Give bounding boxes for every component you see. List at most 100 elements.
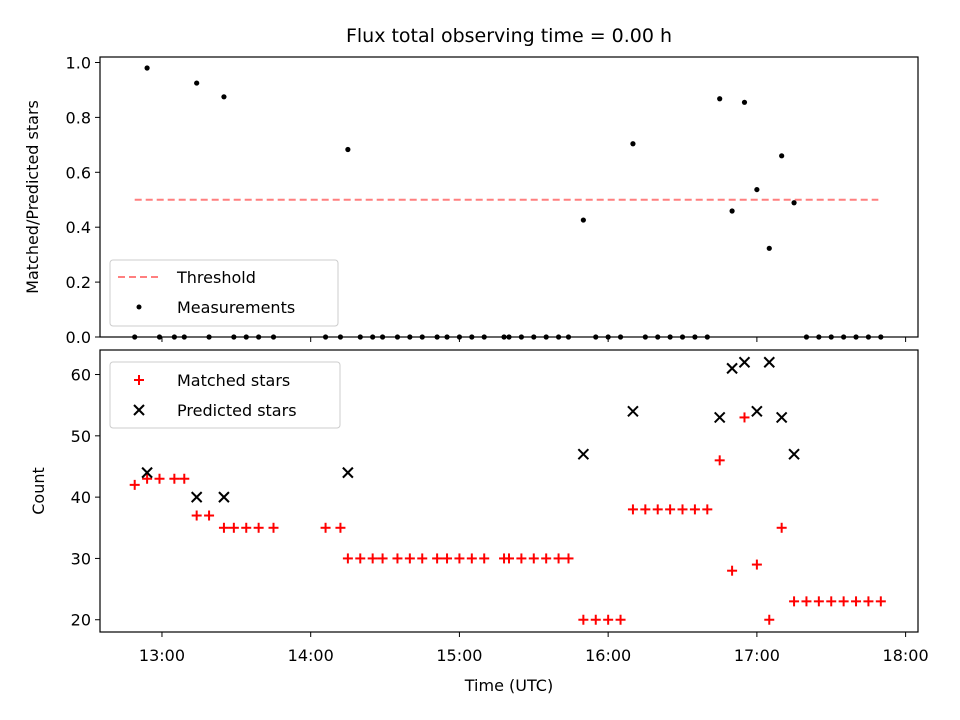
matched-point-28	[516, 553, 527, 564]
count-x-tick-label-1: 14:00	[288, 646, 334, 665]
predicted-point-3	[342, 466, 354, 479]
matched-point-0	[129, 479, 140, 490]
count-ticks: 13:00 14:00 15:00 16:00 17:00 18:00 20 30 40 50 60	[71, 366, 929, 665]
measurement-point-14	[345, 146, 351, 153]
ratio-ticks: 0.0 0.2 0.4 0.6 0.8 1.0	[66, 53, 907, 347]
matched-point-17	[377, 553, 388, 564]
matched-point-42	[689, 504, 700, 515]
legend-matched-swatch	[134, 375, 144, 385]
matched-point-40	[665, 504, 676, 515]
legend-threshold-label: Threshold	[176, 268, 256, 287]
measurement-point-46	[741, 99, 748, 105]
count-x-tick-label-4: 17:00	[734, 646, 780, 665]
matched-point-45	[727, 565, 738, 576]
measurement-point-45	[729, 208, 735, 214]
legend-predicted-swatch	[133, 404, 145, 416]
matched-point-27	[504, 553, 514, 564]
matched-point-56	[863, 596, 874, 607]
count-y-tick-label-4: 60	[71, 366, 91, 385]
matched-point-29	[528, 553, 539, 564]
count-x-tick-label-0: 13:00	[139, 646, 185, 665]
count-legend: Matched stars Predicted stars	[109, 361, 341, 429]
ratio-panel: 0.0 0.2 0.4 0.6 0.8 1.0 Matched/Predicted sta…	[23, 53, 919, 347]
measurement-point-7	[221, 94, 227, 100]
matched-point-6	[204, 510, 215, 521]
matched-point-47	[751, 559, 762, 570]
matched-point-5	[191, 510, 202, 521]
legend-plus-mark	[134, 375, 144, 385]
count-legend-box	[109, 361, 341, 429]
matched-point-52	[813, 596, 824, 607]
matched-point-8	[228, 522, 239, 533]
legend-measurements-swatch	[136, 304, 142, 310]
ratio-y-tick-label-4: 0.8	[66, 108, 91, 127]
matched-point-12	[320, 522, 331, 533]
predicted-point-6	[713, 411, 726, 424]
matched-point-57	[875, 596, 886, 607]
ratio-y-axis-label: Matched/Predicted stars	[23, 100, 42, 294]
matched-point-50	[789, 596, 800, 607]
matched-point-16	[367, 553, 378, 564]
matched-point-36	[615, 614, 626, 625]
matched-point-34	[590, 614, 601, 625]
predicted-point-11	[775, 411, 788, 424]
matched-point-13	[335, 522, 346, 533]
matched-point-24	[466, 553, 477, 564]
matched-point-49	[776, 522, 787, 533]
ratio-y-tick-label-0: 0.0	[66, 328, 91, 347]
measurement-point-50	[791, 200, 797, 206]
matched-point-44	[714, 455, 725, 466]
count-marks	[129, 356, 886, 625]
matched-point-38	[640, 504, 651, 515]
matched-point-41	[677, 504, 688, 515]
matched-point-18	[392, 553, 403, 564]
ratio-y-tick-label-1: 0.2	[66, 273, 91, 292]
matched-point-11	[268, 522, 279, 533]
count-x-tick-label-3: 16:00	[585, 646, 631, 665]
predicted-point-2	[218, 491, 230, 503]
ratio-axes-frame	[99, 56, 919, 338]
count-x-tick-label-2: 15:00	[436, 646, 482, 665]
matched-point-23	[454, 553, 465, 564]
matched-point-25	[479, 553, 490, 564]
matched-point-19	[404, 553, 415, 564]
predicted-point-9	[751, 405, 763, 418]
measurement-point-37	[630, 141, 636, 147]
matched-point-37	[627, 504, 638, 515]
legend-cross-mark	[133, 404, 145, 416]
predicted-point-8	[738, 356, 751, 368]
predicted-point-0	[141, 466, 153, 479]
matched-point-54	[838, 596, 849, 607]
top-chart-title: Flux total observing time = 0.00 h	[346, 25, 672, 47]
matched-point-33	[578, 614, 589, 625]
legend-matched-label: Matched stars	[177, 371, 290, 390]
measurement-point-48	[766, 245, 772, 251]
matched-point-53	[826, 596, 837, 607]
matched-point-1	[142, 473, 153, 484]
matched-point-15	[355, 553, 366, 564]
matched-point-7	[218, 522, 229, 533]
count-y-tick-label-0: 20	[71, 611, 91, 630]
ratio-marks	[132, 65, 884, 340]
matched-point-31	[553, 553, 564, 564]
matched-point-32	[563, 553, 574, 564]
matched-point-3	[169, 473, 180, 484]
matched-point-43	[702, 504, 713, 515]
measurement-point-44	[717, 96, 723, 102]
count-y-tick-label-2: 40	[71, 488, 91, 507]
matched-point-2	[154, 473, 165, 484]
x-axis-label: Time (UTC)	[464, 676, 553, 695]
matched-point-10	[253, 522, 264, 533]
predicted-point-5	[627, 405, 639, 418]
matched-point-22	[442, 553, 453, 564]
predicted-point-7	[726, 362, 738, 375]
ratio-legend: Threshold Measurements	[109, 259, 339, 327]
matched-point-20	[417, 553, 428, 564]
measurement-point-1	[144, 65, 150, 71]
matched-point-14	[342, 553, 353, 564]
predicted-point-10	[763, 356, 775, 368]
matched-point-30	[541, 553, 552, 564]
matched-point-46	[739, 412, 750, 423]
